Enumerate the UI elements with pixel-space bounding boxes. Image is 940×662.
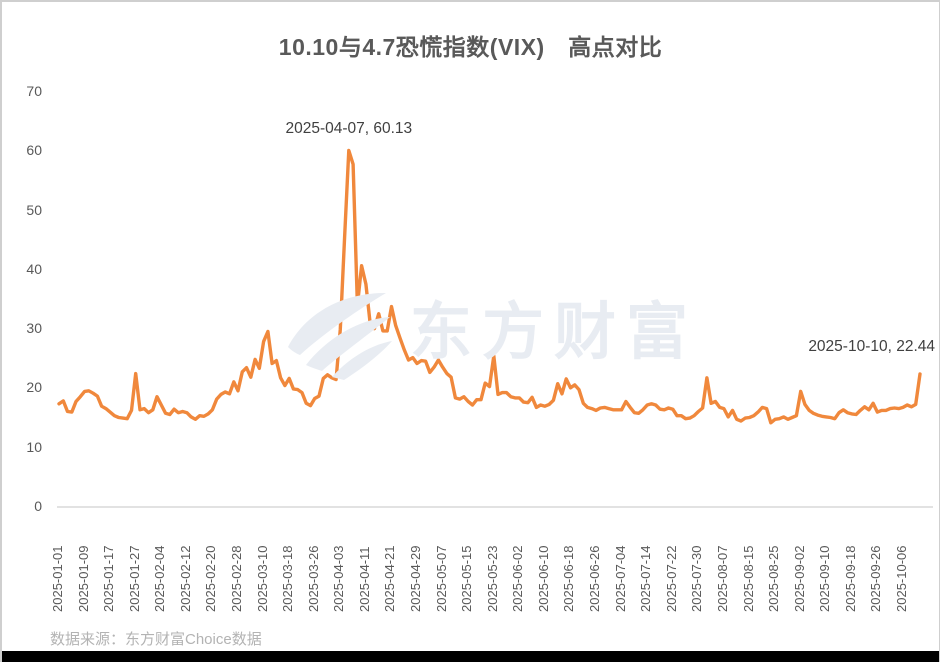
annotation-peak: 2025-04-07, 60.13 [285, 119, 413, 137]
x-axis-tick-label: 2025-06-10 [535, 545, 551, 613]
data-source-note: 数据来源：东方财富Choice数据 [50, 631, 262, 648]
x-axis-tick-label: 2025-01-01 [50, 545, 65, 613]
x-axis-tick-label: 2025-06-18 [561, 545, 577, 613]
x-axis-tick-label: 2025-01-09 [75, 545, 91, 613]
y-axis-tick-label: 10 [26, 438, 42, 455]
x-axis-tick-label: 2025-09-26 [868, 545, 884, 613]
x-axis-tick-label: 2025-04-11 [356, 546, 372, 612]
y-axis-tick-label: 50 [26, 201, 42, 218]
x-axis-tick-label: 2025-02-04 [152, 545, 168, 613]
x-axis-tick-label: 2025-03-26 [305, 545, 321, 613]
x-axis-tick-label: 2025-08-15 [740, 545, 756, 613]
vix-line-series [57, 148, 922, 425]
x-axis-tick-label: 2025-07-22 [663, 545, 679, 613]
x-axis-tick-label: 2025-05-23 [484, 545, 500, 613]
x-axis-tick-label: 2025-04-29 [408, 545, 424, 613]
y-axis-tick-label: 40 [26, 260, 42, 277]
x-axis-tick-label: 2025-04-21 [382, 545, 398, 613]
x-axis-tick-label: 2025-09-10 [817, 545, 833, 613]
x-axis-tick-label: 2025-02-20 [203, 545, 219, 613]
y-axis-tick-label: 0 [34, 498, 42, 514]
x-axis-tick-label: 2025-10-06 [893, 545, 909, 613]
bottom-black-bar [2, 651, 939, 662]
x-axis-tick-label: 2025-03-10 [254, 545, 270, 613]
y-axis-tick-label: 70 [26, 83, 42, 99]
y-axis-tick-label: 60 [26, 142, 42, 159]
y-axis-tick-label: 20 [26, 379, 42, 396]
x-axis-tick-label: 2025-08-07 [714, 545, 730, 613]
x-axis-tick-label: 2025-09-18 [842, 545, 858, 613]
chart-title: 10.10与4.7恐慌指数(VIX) 高点对比 [278, 34, 663, 60]
x-axis-tick-label: 2025-01-17 [101, 545, 117, 613]
x-axis-tick-label: 2025-05-15 [459, 545, 475, 613]
x-axis-tick-label: 2025-01-27 [126, 545, 142, 613]
x-axis-tick-label: 2025-06-26 [587, 545, 603, 613]
x-axis-tick-label: 2025-07-14 [638, 545, 654, 613]
x-axis-tick-label: 2025-07-30 [689, 545, 705, 613]
x-axis-tick-label: 2025-07-04 [612, 545, 628, 613]
x-axis-tick-label: 2025-04-03 [331, 545, 347, 613]
x-axis-tick-label: 2025-05-07 [433, 545, 449, 613]
x-axis-tick-label: 2025-09-02 [791, 545, 807, 613]
x-axis-tick-label: 2025-03-18 [280, 545, 296, 613]
x-axis-tick-label: 2025-02-12 [177, 545, 193, 613]
annotation-latest: 2025-10-10, 22.44 [808, 337, 935, 355]
y-axis-tick-label: 30 [26, 320, 42, 337]
x-axis-tick-label: 2025-06-02 [510, 545, 526, 613]
x-axis-tick-label: 2025-08-25 [766, 545, 782, 613]
x-axis-tick-label: 2025-02-28 [229, 545, 245, 613]
